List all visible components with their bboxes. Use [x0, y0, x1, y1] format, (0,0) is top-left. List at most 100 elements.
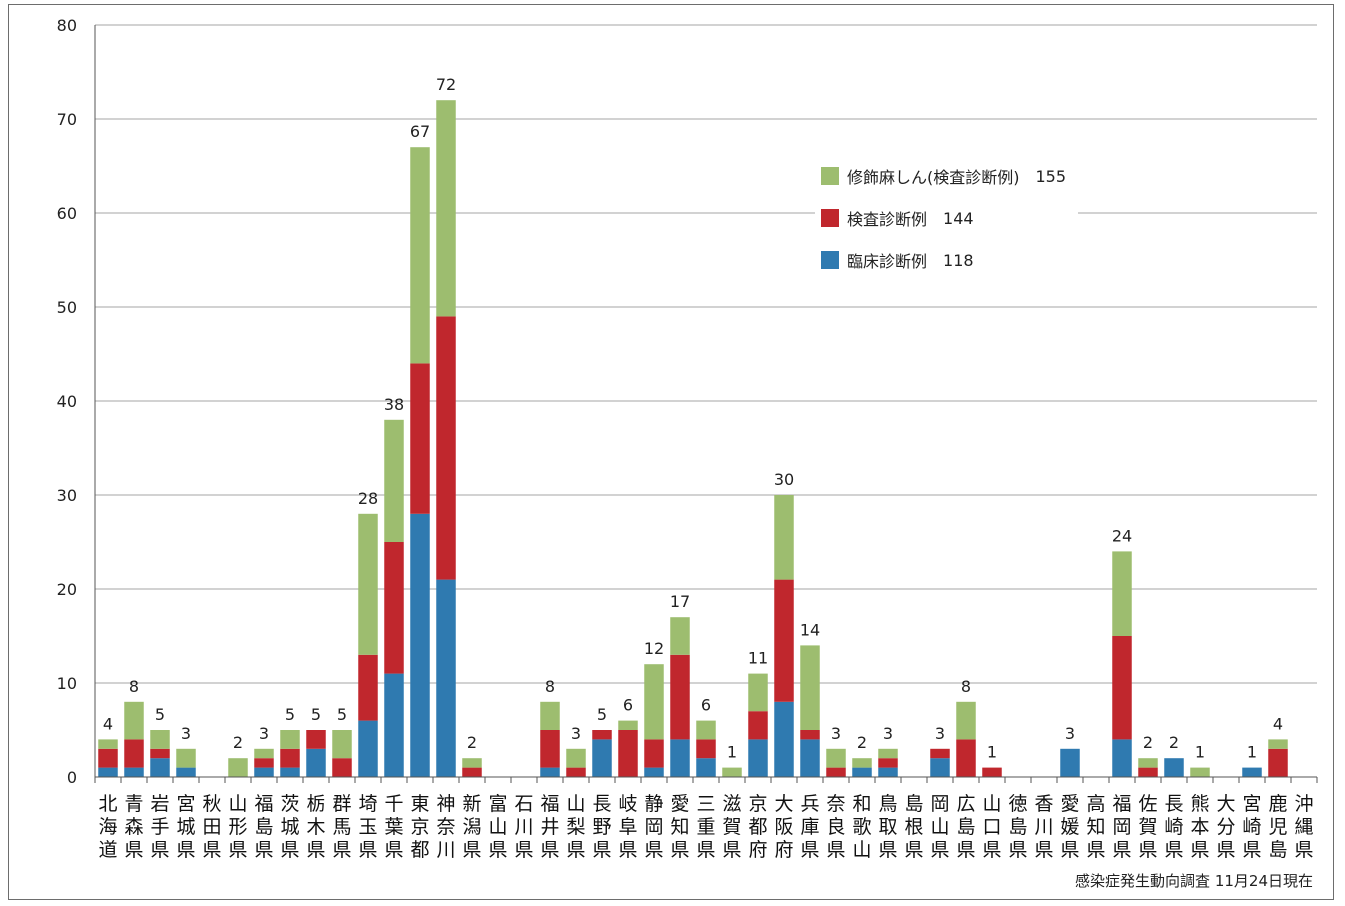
bar-segment — [1242, 767, 1262, 777]
bars — [98, 100, 1288, 777]
x-tick-label-char: 取 — [878, 816, 897, 838]
data-label-total: 67 — [410, 122, 430, 141]
x-tick-label-char: 崎 — [1242, 816, 1261, 838]
bar-segment — [878, 748, 898, 759]
bar-segment — [254, 758, 274, 768]
bar-segment — [150, 758, 170, 777]
y-tick-label: 80 — [57, 16, 77, 35]
x-tick-label-char: 本 — [1190, 816, 1209, 838]
legend-label: 検査診断例 — [847, 210, 928, 229]
x-tick-label-char: 県 — [358, 839, 377, 861]
bar-segment — [566, 748, 586, 768]
data-label-total: 24 — [1112, 526, 1132, 545]
x-tick-label-char: 児 — [1268, 816, 1287, 838]
bar-segment — [1138, 758, 1158, 768]
x-tick-label-char: 県 — [332, 839, 351, 861]
data-label-total: 3 — [1065, 724, 1075, 743]
x-tick-label-char: 城 — [280, 816, 299, 838]
bar-segment — [462, 758, 482, 768]
bar-segment — [1190, 767, 1210, 777]
x-tick-label-char: 縄 — [1294, 816, 1313, 838]
x-tick-label-char: 宮 — [1242, 793, 1261, 815]
x-tick-label-char: 川 — [436, 839, 455, 861]
x-tick-label-char: 県 — [1138, 839, 1157, 861]
bar-segment — [280, 748, 300, 768]
x-tick-label-char: 県 — [1164, 839, 1183, 861]
x-tick-label-char: 秋 — [202, 793, 221, 815]
data-label-total: 3 — [883, 724, 893, 743]
bar-segment — [1164, 758, 1184, 777]
bar-segment — [540, 701, 560, 730]
data-label-total: 5 — [311, 705, 321, 724]
x-tick-label-char: 鹿 — [1268, 793, 1287, 815]
x-tick-label-char: 徳 — [1008, 793, 1027, 815]
data-label-total: 5 — [597, 705, 607, 724]
legend-label: 臨床診断例 — [847, 252, 928, 271]
x-tick-label-char: 県 — [1242, 839, 1261, 861]
x-tick-label-char: 県 — [1060, 839, 1079, 861]
bar-segment — [306, 730, 326, 749]
bar-segment — [332, 758, 352, 777]
x-tick-label-char: 県 — [306, 839, 325, 861]
x-tick-label-char: 県 — [1190, 839, 1209, 861]
y-tick-label: 40 — [57, 392, 77, 411]
bar-segment — [124, 739, 144, 768]
bar-segment — [748, 711, 768, 740]
bar-segment — [410, 363, 430, 514]
x-tick-label-char: 茨 — [280, 793, 299, 815]
x-tick-label-char: 愛 — [1060, 793, 1079, 815]
x-tick-label-char: 県 — [1112, 839, 1131, 861]
bar-segment — [956, 739, 976, 777]
bar-segment — [618, 720, 638, 730]
x-tick-label-char: 良 — [826, 816, 845, 838]
x-tick-label-char: 府 — [748, 839, 767, 861]
x-tick-label-char: 県 — [176, 839, 195, 861]
data-label-total: 3 — [571, 724, 581, 743]
x-tick-label-char: 佐 — [1138, 793, 1157, 815]
x-tick-label-char: 和 — [852, 793, 871, 815]
data-label-total: 2 — [467, 733, 477, 752]
x-tick-label-char: 県 — [540, 839, 559, 861]
x-tick-label-char: 野 — [592, 816, 611, 838]
x-tick-label-char: 県 — [1216, 839, 1235, 861]
source-note: 感染症発生動向調査 11月24日現在 — [1075, 872, 1313, 890]
data-label-total: 72 — [436, 75, 456, 94]
x-tick-label-char: 庫 — [800, 816, 819, 838]
y-tick-label: 30 — [57, 486, 77, 505]
bar-segment — [358, 720, 378, 777]
x-tick-label-char: 宮 — [176, 793, 195, 815]
x-tick-label-char: 沖 — [1294, 793, 1313, 815]
x-tick-label-char: 媛 — [1060, 816, 1079, 838]
data-label-total: 2 — [233, 733, 243, 752]
x-tick-label-char: 県 — [826, 839, 845, 861]
legend-swatch-green — [821, 167, 839, 185]
x-tick-label-char: 城 — [176, 816, 195, 838]
data-label-total: 30 — [774, 470, 794, 489]
x-tick-label-char: 県 — [956, 839, 975, 861]
bar-segment — [540, 730, 560, 768]
x-tick-label-char: 岡 — [644, 816, 663, 838]
x-tick-label-char: 歌 — [852, 816, 871, 838]
bar-segment — [644, 767, 664, 777]
x-tick-label-char: 福 — [540, 793, 559, 815]
data-label-total: 38 — [384, 395, 404, 414]
bar-segment — [1112, 739, 1132, 777]
data-label-total: 2 — [857, 733, 867, 752]
x-tick-label-char: 岡 — [930, 793, 949, 815]
legend-count: 155 — [1035, 166, 1067, 186]
gridlines — [95, 24, 1317, 684]
x-tick-label-char: 森 — [124, 816, 143, 838]
bar-segment — [462, 767, 482, 777]
bar-segment — [176, 748, 196, 768]
x-tick-label-char: 県 — [124, 839, 143, 861]
x-tick-label-char: 神 — [436, 793, 455, 815]
data-label-total: 6 — [623, 696, 633, 715]
x-tick-label-char: 県 — [150, 839, 169, 861]
x-tick-label-char: 山 — [566, 793, 585, 815]
x-tick-label-char: 県 — [644, 839, 663, 861]
data-label-total: 3 — [831, 724, 841, 743]
bar-segment — [98, 739, 118, 749]
bar-segment — [384, 673, 404, 777]
x-tick-label-char: 山 — [930, 816, 949, 838]
